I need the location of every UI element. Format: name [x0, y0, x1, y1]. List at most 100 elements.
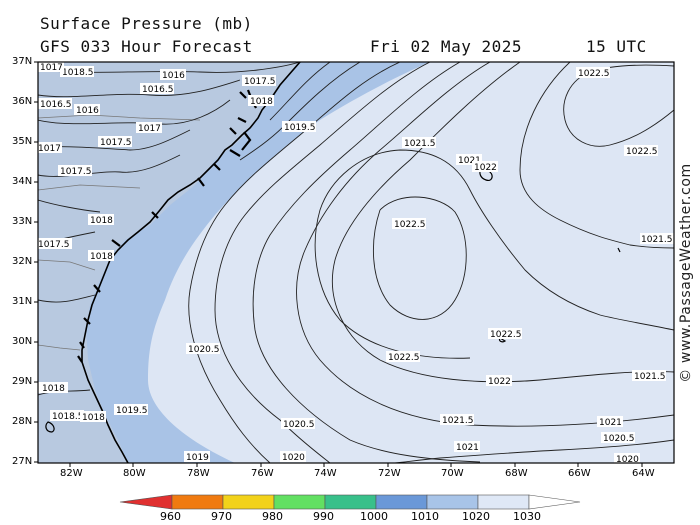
colorbar-segment	[119, 494, 173, 510]
isobar-label: 1016	[162, 71, 185, 81]
lon-label: 70W	[441, 468, 464, 479]
lon-label: 68W	[505, 468, 528, 479]
isobar-label: 1022	[488, 377, 511, 387]
lat-label: 31N	[12, 296, 33, 307]
colorbar-segment	[375, 494, 428, 510]
isobar-label: 1017.5	[60, 167, 92, 177]
colorbar-segment	[528, 494, 581, 510]
map-title: Surface Pressure (mb)	[40, 14, 253, 33]
colorbar-segment	[222, 494, 275, 510]
isobar-label: 1022.5	[626, 147, 658, 157]
lon-label: 66W	[568, 468, 591, 479]
colorbar-segment	[171, 494, 224, 510]
isobar-label: 1016	[76, 106, 99, 116]
isobar-label: 1018	[250, 97, 273, 107]
isobar-label: 1018	[42, 384, 65, 394]
isobar-label: 1022.5	[490, 330, 522, 340]
isobar	[519, 62, 674, 249]
isobar-label: 1019.5	[284, 123, 316, 133]
isobar-label: 1022.5	[388, 353, 420, 363]
isobar	[296, 62, 674, 427]
forecast-date: Fri 02 May 2025	[370, 37, 522, 56]
watermark-text: © www.PassageWeather.com	[678, 163, 694, 383]
lon-label: 82W	[60, 468, 83, 479]
island	[45, 421, 55, 433]
isobar-label: 1020	[616, 455, 639, 465]
isobar	[38, 199, 101, 213]
watermark: © www.PassageWeather.com	[676, 150, 698, 400]
lon-label: 78W	[187, 468, 210, 479]
isobar-label: 1022	[474, 163, 497, 173]
isobar	[373, 196, 467, 320]
isobar-label: 1017	[40, 63, 63, 73]
colorbar-segment	[477, 494, 530, 510]
lat-label: 34N	[12, 176, 33, 187]
isobar	[269, 62, 331, 121]
colorbar-segment	[273, 494, 326, 510]
colorbar-segment	[324, 494, 377, 510]
isobar-label: 1016.5	[40, 100, 72, 110]
isobar	[38, 294, 96, 303]
isobar-label: 1021.5	[634, 372, 666, 382]
isobar-label: 1022.5	[578, 69, 610, 79]
lat-label: 28N	[12, 416, 33, 427]
lon-label: 80W	[123, 468, 146, 479]
isobar-label: 1017.5	[100, 138, 132, 148]
lon-label: 64W	[632, 468, 655, 479]
colorbar-label: 990	[313, 510, 334, 523]
colorbar-label: 1000	[360, 510, 388, 523]
isobar-label: 1020	[282, 453, 305, 463]
isobar-label: 1020.5	[188, 345, 220, 355]
colorbar-label: 1030	[513, 510, 541, 523]
isobar-label: 1018.5	[62, 68, 94, 78]
isobar	[394, 439, 674, 463]
lat-label: 33N	[12, 216, 33, 227]
isobar-label: 1021	[599, 418, 622, 428]
colorbar-label: 960	[160, 510, 181, 523]
isobar-label: 1021.5	[404, 139, 436, 149]
isobar-label: 1016.5	[142, 85, 174, 95]
colorbar-label: 970	[211, 510, 232, 523]
isobar-label: 1021.5	[641, 235, 673, 245]
isobar-label: 1019.5	[116, 406, 148, 416]
lat-label: 37N	[12, 56, 33, 67]
lon-label: 74W	[314, 468, 337, 479]
isobar-label: 1021.5	[442, 416, 474, 426]
isobar	[314, 149, 674, 359]
lat-label: 27N	[12, 456, 33, 467]
isobar-label: 1020.5	[603, 434, 635, 444]
isobar-label: 1017.5	[244, 77, 276, 87]
isobar-label: 1018	[82, 413, 105, 423]
land-fill-overlay	[38, 62, 300, 463]
lat-label: 35N	[12, 136, 33, 147]
state-border	[38, 114, 201, 351]
lat-label: 36N	[12, 96, 33, 107]
isobar-label: 1018.5	[52, 412, 84, 422]
colorbar-label: 1010	[411, 510, 439, 523]
isobar-label: 1018	[90, 216, 113, 226]
island	[617, 247, 621, 253]
map-area: 1018.5 1016 1017.5 1016.5 1016 1017 1016…	[38, 62, 674, 465]
forecast-model: GFS 033 Hour Forecast	[40, 37, 253, 56]
isobar-label: 1017	[138, 124, 161, 134]
isobar-label: 1021	[458, 156, 481, 166]
isobar-label-group: 1018.5 1016 1017.5 1016.5 1016 1017 1016…	[38, 62, 674, 465]
colorbar-segment	[426, 494, 479, 510]
isobar-label: 1020.5	[283, 420, 315, 430]
isobar	[38, 79, 241, 98]
lat-label: 29N	[12, 376, 33, 387]
isobar	[252, 62, 481, 463]
axis-ticks	[34, 61, 643, 467]
forecast-time: 15 UTC	[586, 37, 647, 56]
lat-label: 32N	[12, 256, 33, 267]
lon-label: 72W	[378, 468, 401, 479]
island	[479, 167, 493, 181]
colorbar-label: 1020	[462, 510, 490, 523]
isobar	[188, 62, 401, 463]
isobar	[214, 62, 431, 463]
isobar-label: 1022.5	[394, 220, 426, 230]
isobar-label: 1019	[186, 453, 209, 463]
lat-label: 30N	[12, 336, 33, 347]
colorbar	[119, 494, 581, 510]
